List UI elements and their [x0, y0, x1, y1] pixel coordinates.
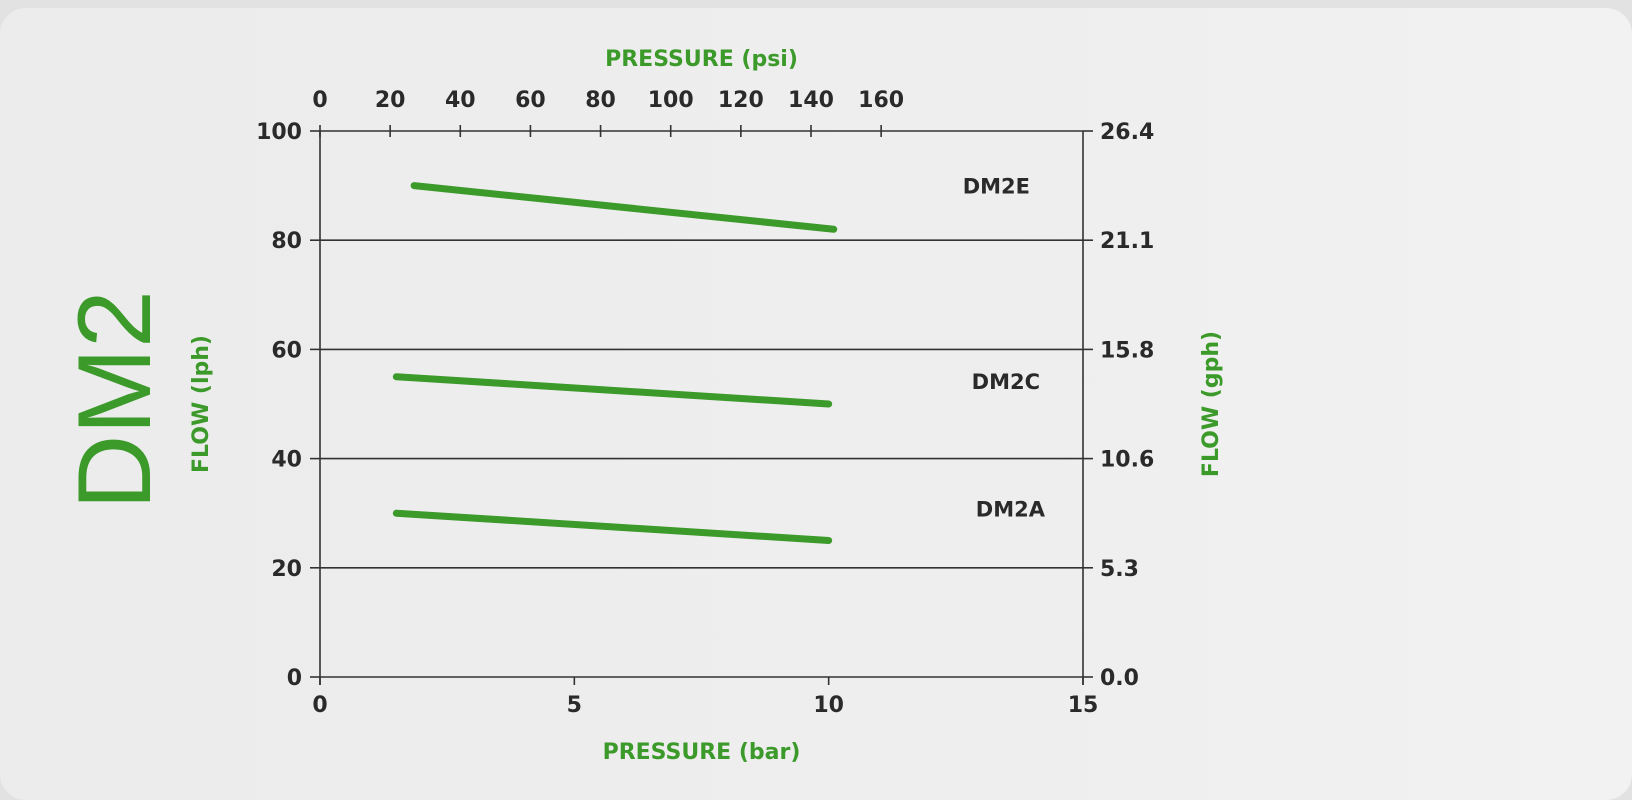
series-line-dm2c — [392, 373, 833, 408]
axes-layer — [319, 131, 1084, 685]
y-tick-label: 20 — [271, 557, 302, 582]
x-axis-title: PRESSURE (bar) — [603, 740, 801, 765]
y-axis-title: FLOW (lph) — [189, 335, 214, 473]
x-top-tick-label: 100 — [648, 88, 694, 113]
x-top-tick-label: 0 — [312, 88, 327, 113]
series-line-dm2a — [392, 509, 833, 544]
x-top-tick-label: 40 — [445, 88, 476, 113]
y-right-tick-label: 21.1 — [1100, 229, 1154, 254]
y-right-axis-title: FLOW (gph) — [1199, 331, 1224, 477]
y-right-tick-label: 10.6 — [1100, 448, 1154, 473]
y-tick-label: 60 — [271, 338, 302, 363]
y-right-tick-label: 26.4 — [1100, 120, 1154, 145]
x-tick-label: 0 — [312, 693, 327, 718]
series-label-dm2a: DM2A — [976, 498, 1046, 522]
series-label-dm2e: DM2E — [963, 174, 1030, 198]
x-top-tick-label: 60 — [515, 88, 546, 113]
series-layer — [392, 182, 838, 544]
y-right-tick-label: 15.8 — [1100, 338, 1154, 363]
x-top-tick-label: 80 — [585, 88, 616, 113]
y-tick-label: 80 — [271, 229, 302, 254]
x-top-tick-label: 120 — [718, 88, 764, 113]
series-line-dm2e — [410, 182, 838, 233]
labels-layer: PRESSURE (bar) PRESSURE (psi) FLOW (lph) FL… — [189, 47, 1224, 765]
x-tick-label: 15 — [1068, 693, 1099, 718]
x-top-tick-label: 20 — [375, 88, 406, 113]
x-tick-label: 5 — [567, 693, 582, 718]
ticks-layer: 0 20 40 60 80 100 0.0 5.3 10.6 15.8 21.1 26.4 0 5 10 15… — [256, 88, 1154, 718]
y-right-tick-label: 0.0 — [1100, 666, 1139, 691]
grid-layer — [320, 130, 1083, 678]
y-tick-label: 0 — [287, 666, 302, 691]
series-label-dm2c: DM2C — [972, 370, 1040, 394]
y-right-tick-label: 5.3 — [1100, 557, 1139, 582]
x-tick-label: 10 — [813, 693, 844, 718]
x-top-tick-label: 160 — [858, 88, 904, 113]
y-tick-label: 40 — [271, 448, 302, 473]
y-tick-label: 100 — [256, 120, 302, 145]
x-top-tick-label: 140 — [788, 88, 834, 113]
x-top-axis-title: PRESSURE (psi) — [605, 47, 798, 72]
